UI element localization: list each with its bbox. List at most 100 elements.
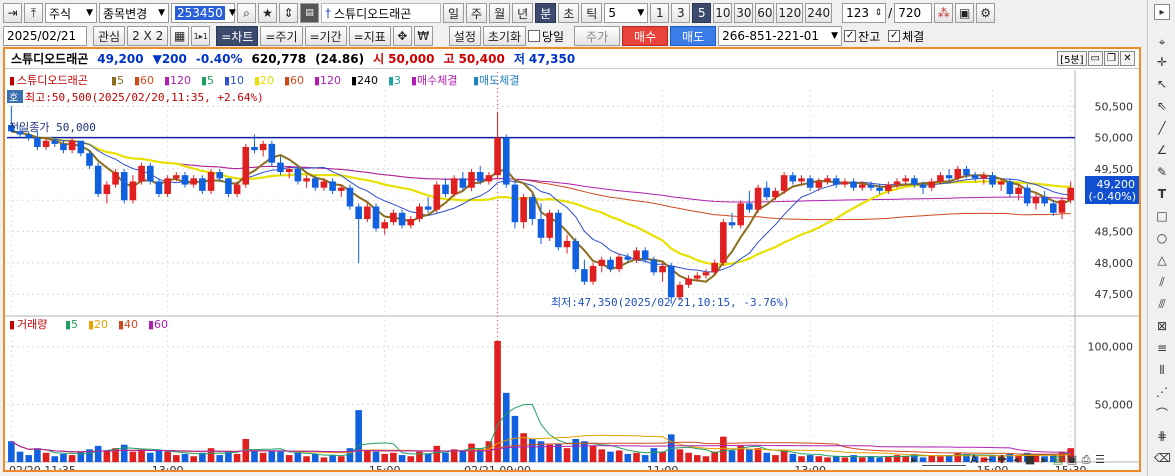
excel-icon[interactable]: ▤ [1052,453,1064,466]
pointer-icon[interactable]: ↖ [1156,77,1168,91]
interval-btn-5[interactable]: 5 [692,3,712,23]
interval-btn-240[interactable]: 240 [805,3,833,23]
candle-body [546,212,553,238]
interval-select[interactable]: 5 ▼ [604,3,649,23]
candle-body [372,206,380,229]
angle-line-icon[interactable]: ∠ [1156,143,1168,157]
search-icon[interactable]: ⌕ [237,3,256,23]
stock-code-input[interactable]: 253450 ▼ [171,3,236,23]
rectangle-icon[interactable]: □ [1156,209,1168,223]
interval-btn-120[interactable]: 120 [776,3,804,23]
count-input[interactable]: 123 ⇕ [842,3,887,23]
chart-svg[interactable]: 47,50048,00048,50049,00049,50050,00050,5… [5,70,1139,470]
fav-button[interactable]: 관심 [93,26,126,46]
pointer-alt-icon[interactable]: ⇖ [1156,99,1168,113]
calendar-icon[interactable]: ▦ [170,26,190,46]
balance-checkbox[interactable]: ✓ 잔고 [844,28,880,45]
top-align-icon[interactable]: ⤒ [24,3,43,23]
candle-body [398,212,406,226]
period-day[interactable]: 일 [443,3,465,23]
zoom-in-icon[interactable]: ✚ [997,453,1007,466]
pencil-icon[interactable]: ✎ [1156,165,1168,179]
interval-btn-30[interactable]: 30 [734,3,754,23]
print-icon[interactable]: ⎙ [1081,452,1091,466]
minimize-icon[interactable]: ▭ [1087,51,1103,66]
candle-body [1015,187,1022,194]
today-checkbox[interactable]: 당일 [528,28,564,45]
grid-icon[interactable]: ⁂ [934,3,954,23]
interval-btn-60[interactable]: 60 [755,3,775,23]
account-select[interactable]: 266-851-221-01 ▼ [718,26,843,46]
forward-icon[interactable]: ▸ [1041,453,1047,466]
circle-icon[interactable]: ○ [1156,231,1168,245]
bookmark-icon[interactable]: ▤ [300,3,319,23]
price-button[interactable]: 주가 [574,26,621,46]
crosshair-icon[interactable]: ✥ [392,26,412,46]
exec-checkbox[interactable]: ✓ 체결 [888,28,924,45]
parallel-icon[interactable]: ⫻ [1158,297,1166,311]
settings-icon[interactable]: ☰ [1095,453,1105,466]
zoom-out-button[interactable]: − [983,453,993,466]
save-icon[interactable]: ▣ [955,3,975,23]
triangle-icon[interactable]: △ [1157,253,1167,267]
bars-icon[interactable]: ⦀ [1159,363,1165,377]
period-minute[interactable]: 분 [535,3,557,23]
volume-bar [1058,451,1066,462]
one-by-one-button[interactable]: 1▸1 [191,26,211,46]
stock-change-select[interactable]: 종목변경 ▼ [99,3,169,23]
period-month[interactable]: 월 [489,3,511,23]
market-select[interactable]: 주식 ▼ [45,3,97,23]
interval-btn-3[interactable]: 3 [671,3,691,23]
fan-icon[interactable]: ⋰ [1156,385,1168,399]
arc-icon[interactable]: ⌒ [1155,407,1168,421]
volume-bar [86,449,93,462]
rewind-icon[interactable]: ◂ [1013,453,1019,466]
fibonacci-icon[interactable]: ≡ [1156,341,1168,355]
reset-button[interactable]: 초기화 [482,26,526,46]
toggle-toolbar-icon[interactable]: ▸ [1154,4,1170,20]
volume-bar [60,453,67,462]
tab-range[interactable]: =기간 [304,26,347,46]
interval-btn-10[interactable]: 10 [713,3,733,23]
setting-button[interactable]: 설정 [448,26,481,46]
layout-button[interactable]: 2 X 2 [127,26,169,46]
eraser-icon[interactable]: ⌫ [1154,451,1171,465]
won-button[interactable]: ₩ [413,26,433,46]
period-week[interactable]: 주 [466,3,488,23]
volume-bar [233,453,241,462]
play-icon[interactable]: ▸ [911,453,917,466]
tab-period[interactable]: =주기 [260,26,303,46]
pin-icon[interactable]: ⇥ [3,3,22,23]
period-tick[interactable]: 틱 [581,3,603,23]
buy-button[interactable]: 매수 [622,26,669,46]
channel-icon[interactable]: ⫽ [1159,275,1165,289]
interval-tag[interactable]: [5분] [1057,51,1087,66]
period-second[interactable]: 초 [558,3,580,23]
star-icon[interactable]: ★ [258,3,277,23]
exec-label: 체결 [902,29,925,44]
text-icon[interactable]: T [1157,187,1167,201]
cursor-icon[interactable]: ⌖ [1158,35,1166,49]
gear-icon[interactable]: ⚙ [976,3,996,23]
total-count-field[interactable]: 720 [894,3,933,23]
interval-btn-1[interactable]: 1 [650,3,670,23]
stock-change-label: 종목변경 [103,6,148,21]
period-year[interactable]: 년 [512,3,534,23]
gann-icon[interactable]: ⋕ [1156,429,1168,443]
close-icon[interactable]: ✕ [1120,51,1135,66]
volume-bar [937,456,944,462]
tab-chart[interactable]: =차트 [216,26,259,46]
scroll-track[interactable] [922,453,966,466]
save-icon[interactable]: ▣ [1066,453,1078,466]
restore-icon[interactable]: ❐ [1104,51,1119,66]
date-input[interactable]: 2025/02/21 [3,26,87,46]
sell-button[interactable]: 매도 [670,26,717,46]
box-diagonal-icon[interactable]: ⊠ [1156,319,1168,333]
font-size-button[interactable]: A [970,453,978,466]
crosshair-icon[interactable]: ✛ [1156,55,1168,69]
updown-icon[interactable]: ⇕ [279,3,298,23]
candle-body [919,184,927,188]
trendline-icon[interactable]: ╱ [1158,121,1166,135]
stop-icon[interactable]: ■ [1024,453,1036,466]
tab-indicator[interactable]: =지표 [348,26,391,46]
